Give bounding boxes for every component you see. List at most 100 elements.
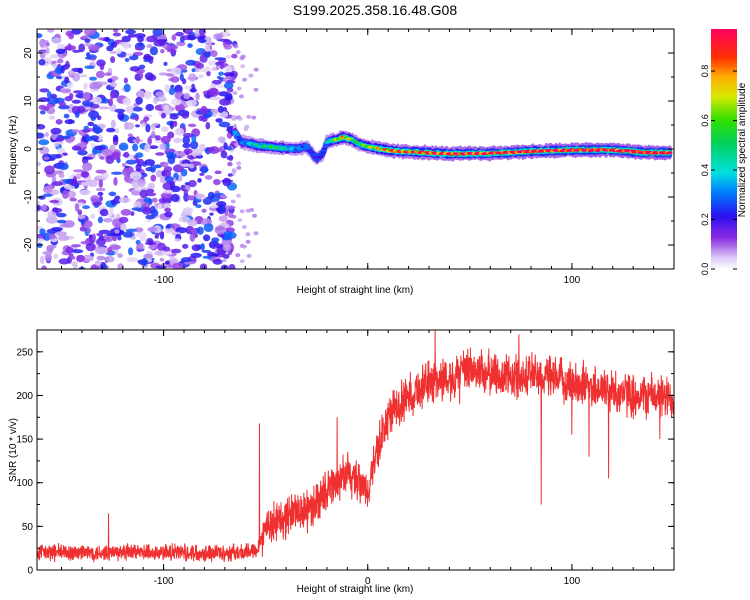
noise-speckle [46,215,58,224]
snr-axes: -100 0 100 0 50 100 150 200 250 [16,329,675,587]
noise-speckle [171,34,176,41]
noise-speckle [192,152,203,156]
noise-speckle [165,260,170,265]
noise-speckle [135,124,140,128]
noise-speckle [123,77,128,84]
noise-speckle [175,227,188,234]
spectrogram-heat [37,29,673,269]
noise-speckle [43,232,51,241]
noise-speckle [163,195,168,199]
noise-speckle [152,29,163,37]
noise-speckle [216,201,227,208]
noise-speckle [160,49,165,54]
noise-speckle [39,146,50,155]
noise-speckle [77,214,86,220]
noise-speckle [215,64,220,71]
noise-speckle [155,135,161,141]
noise-speckle [60,88,71,94]
noise-speckle [56,147,66,154]
noise-speckle [52,170,64,175]
noise-speckle [183,193,190,202]
noise-speckle [190,252,202,258]
spectrogram-ylabel: Frequency (Hz) [8,116,19,185]
noise-speckle [239,209,245,214]
noise-speckle [222,253,230,259]
noise-speckle [166,224,171,229]
noise-speckle [240,64,246,69]
noise-speckle [132,106,143,112]
noise-speckle [77,67,84,74]
noise-speckle [49,199,60,204]
noise-speckle [112,134,119,142]
colorbar-tick-label: 0.0 [700,263,710,276]
signal-cell [323,143,329,147]
noise-speckle [125,29,137,35]
noise-speckle [236,161,242,166]
noise-speckle [114,229,120,234]
snr-panel: -100 0 100 0 50 100 150 200 250 Height of straig… [8,329,675,595]
noise-speckle [175,31,184,37]
noise-speckle [101,171,109,180]
noise-speckle [37,238,45,242]
noise-speckle [138,64,146,70]
noise-speckle [195,193,205,199]
snr-background [37,330,674,570]
noise-speckle [90,135,100,141]
noise-speckle [164,227,175,235]
noise-speckle [110,42,118,48]
chart-title: S199.2025.358.16.48.G08 [292,2,458,18]
noise-speckle [71,249,84,254]
noise-speckle [170,67,182,76]
noise-speckle [82,91,91,101]
noise-speckle [57,58,64,64]
noise-speckle [223,72,235,77]
noise-speckle [84,106,91,110]
noise-speckle [84,29,96,36]
noise-speckle [140,122,146,127]
noise-speckle [152,122,159,126]
noise-speckle [145,123,151,133]
noise-speckle [174,238,181,242]
noise-speckle [109,82,118,88]
noise-speckle [231,214,237,219]
noise-speckle [131,190,142,196]
noise-speckle [159,143,167,151]
noise-speckle [188,163,195,169]
noise-speckle [178,216,191,223]
noise-speckle [56,212,67,218]
noise-speckle [170,76,180,83]
noise-speckle [97,134,103,142]
noise-speckle [212,259,223,265]
noise-speckle [236,165,242,170]
noise-speckle [253,67,259,72]
noise-speckle [143,53,152,60]
noise-speckle [162,108,173,114]
noise-speckle [110,75,119,81]
noise-speckle [149,46,158,56]
noise-speckle [216,76,222,79]
snr-frame [36,329,675,571]
noise-speckle [222,29,230,37]
noise-speckle [71,145,82,151]
y-tick-label: 20 [23,47,34,59]
noise-speckle [199,263,208,269]
noise-speckle [104,36,110,43]
noise-speckle [42,251,53,255]
noise-speckle [166,49,177,53]
noise-speckle [161,112,166,119]
colorbar: 0.0 0.2 0.4 0.6 0.8 Normalized spectral ampl… [700,29,748,275]
noise-speckle [84,38,91,43]
signal-cell [320,151,326,154]
noise-speckle [83,220,93,228]
noise-speckle [129,171,142,181]
noise-speckle [173,137,182,144]
noise-speckle [197,178,202,183]
noise-speckle [217,136,226,144]
noise-speckle [226,146,232,151]
noise-speckle [47,29,55,33]
colorbar-ticks: 0.0 0.2 0.4 0.6 0.8 [700,65,737,275]
noise-speckle [222,106,228,113]
noise-speckle [146,35,157,43]
noise-speckle [56,219,67,224]
noise-speckle [51,227,63,232]
